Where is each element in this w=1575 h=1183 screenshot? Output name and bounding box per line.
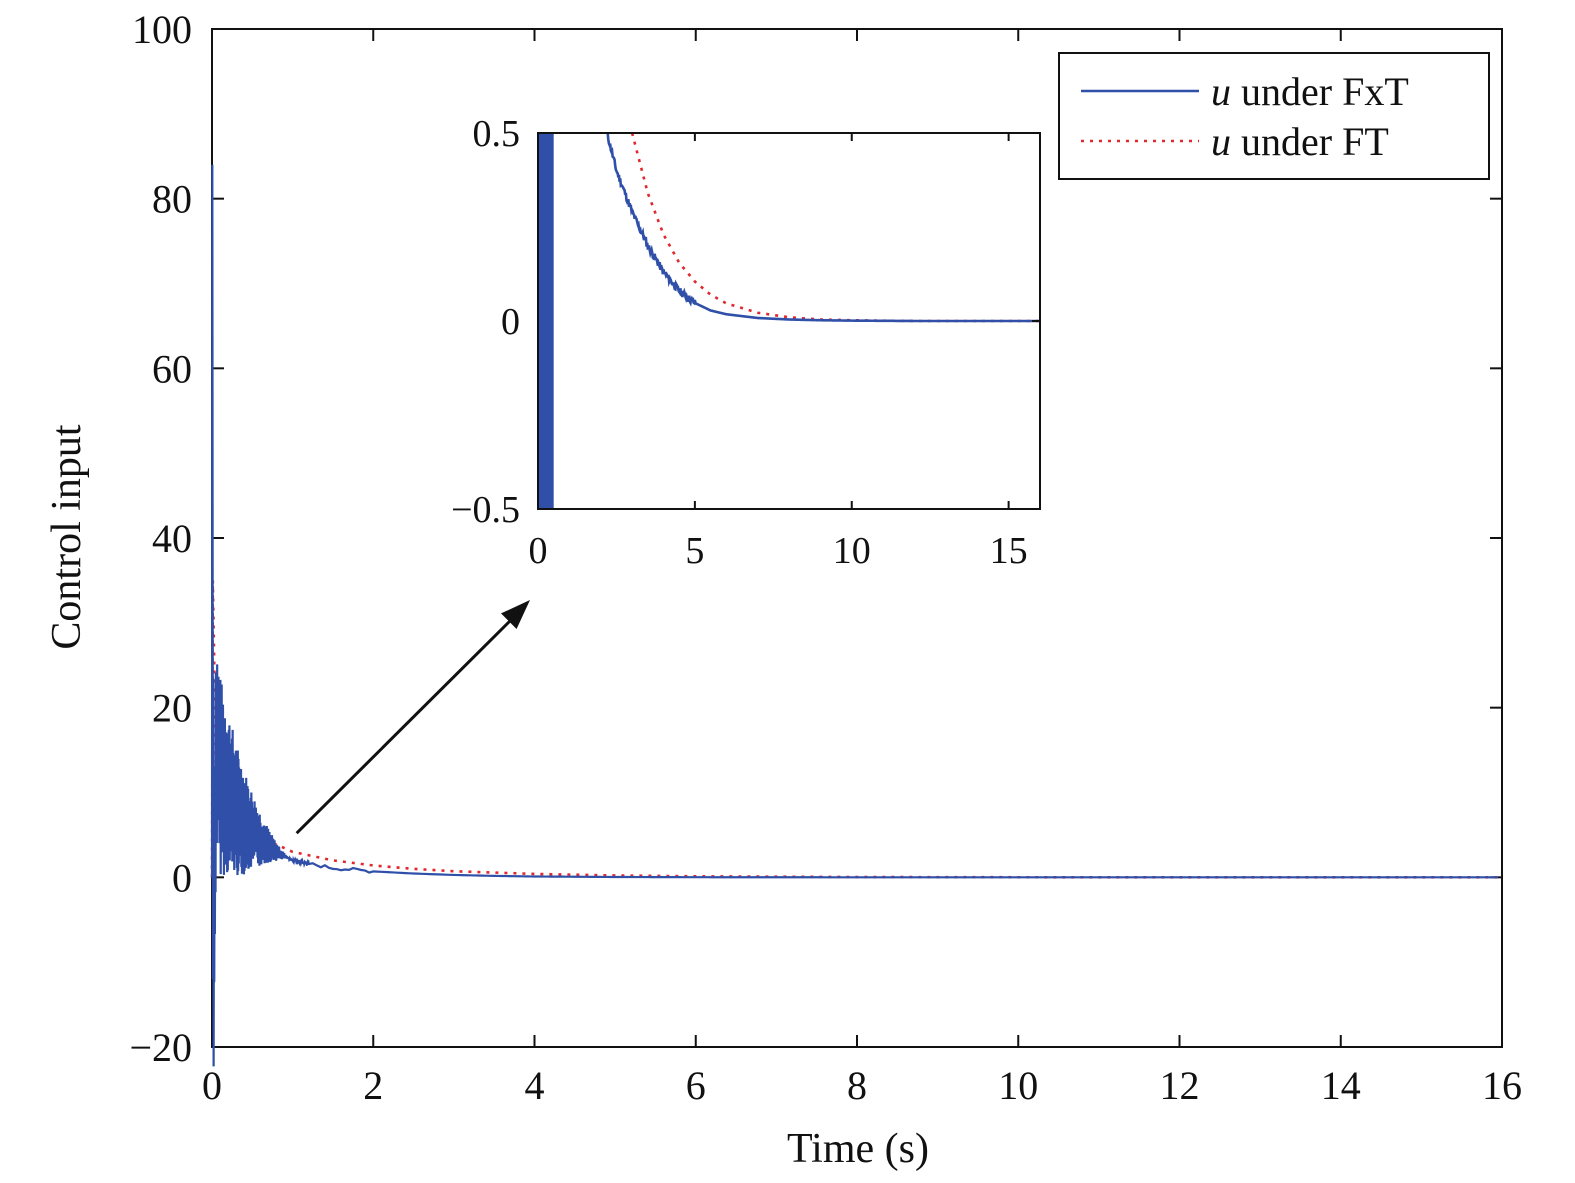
x-tick-label: 6 (686, 1063, 706, 1108)
legend-label: u under FT (1211, 119, 1389, 164)
legend-label-italic: u (1211, 69, 1231, 114)
legend-label-italic: u (1211, 119, 1231, 164)
x-tick-label: 0 (202, 1063, 222, 1108)
inset-x-tick-label: 0 (529, 530, 548, 572)
legend-label: u under FxT (1211, 69, 1409, 114)
x-tick-label: 14 (1321, 1063, 1361, 1108)
inset-x-tick-label: 10 (833, 530, 871, 572)
x-tick-label: 4 (525, 1063, 545, 1108)
inset-y-tick-label: 0.5 (473, 113, 521, 155)
inset-x-tick-label: 15 (990, 530, 1028, 572)
inset-y-tick-label: 0 (501, 301, 520, 343)
zoom-arrow (295, 600, 530, 835)
inset-plot: 0 5 10 15−0.500.5 (451, 113, 1041, 572)
series-line-u-under-fxt (210, 164, 1498, 1067)
inset-series-line-u-under-fxt (606, 133, 1040, 323)
y-axis-label: Control input (44, 424, 90, 650)
y-tick-label: 100 (132, 7, 192, 52)
y-tick-label: 20 (152, 686, 192, 731)
legend-box (1058, 52, 1490, 180)
inset-x-tick-label: 5 (685, 530, 704, 572)
series-line-u-under-ft (210, 580, 1502, 879)
legend-label-text: under FT (1231, 119, 1389, 164)
x-tick-label: 8 (847, 1063, 867, 1108)
y-tick-label: 40 (152, 516, 192, 561)
x-tick-label: 2 (363, 1063, 383, 1108)
arrow-shaft (295, 609, 522, 835)
y-tick-label: 80 (152, 177, 192, 222)
inset-fxt-oscillation-band (538, 133, 554, 509)
x-tick-label: 16 (1482, 1063, 1522, 1108)
y-tick-label: 0 (172, 855, 192, 900)
inset-series-group (538, 133, 1040, 509)
arrow-head (501, 600, 530, 629)
x-tick-label: 12 (1160, 1063, 1200, 1108)
y-tick-label: 60 (152, 346, 192, 391)
x-axis-label: Time (s) (787, 1126, 929, 1172)
y-tick-label: −20 (129, 1025, 192, 1070)
legend-label-text: under FxT (1231, 69, 1409, 114)
x-tick-label: 10 (998, 1063, 1038, 1108)
inset-y-tick-label: −0.5 (451, 489, 520, 531)
